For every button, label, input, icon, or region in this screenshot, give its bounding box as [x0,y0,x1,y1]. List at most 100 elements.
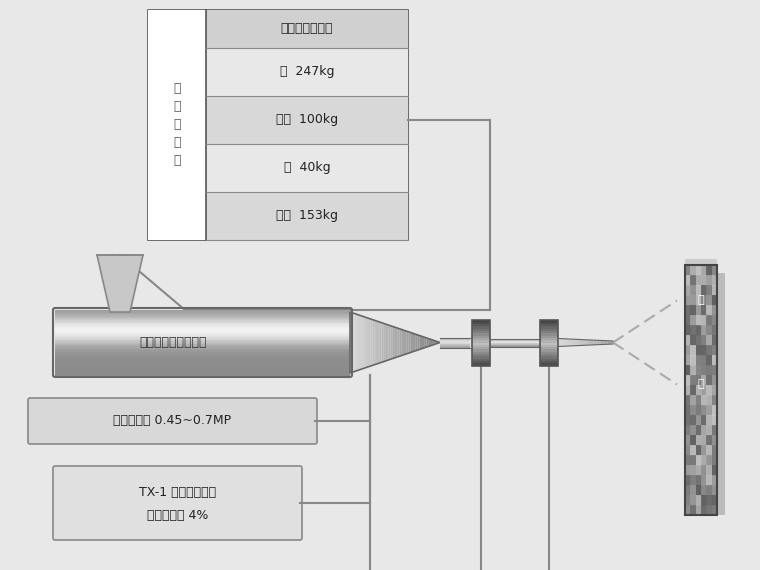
Polygon shape [382,323,384,363]
Bar [685,275,691,286]
Bar [711,495,717,506]
Bar [440,344,470,345]
Bar [685,495,691,506]
Polygon shape [402,329,404,356]
Polygon shape [386,324,388,361]
Text: 水泥  100kg: 水泥 100kg [276,113,338,127]
Bar [540,359,558,361]
Bar [706,455,712,466]
Polygon shape [610,341,613,344]
Bar [685,455,691,466]
Bar [148,10,408,240]
Bar [695,335,701,345]
Polygon shape [368,318,370,367]
Bar [695,455,701,466]
Bar [55,365,350,367]
Bar [706,425,712,435]
Polygon shape [578,339,580,345]
Bar [472,361,490,364]
Polygon shape [359,315,361,370]
Bar [472,320,490,322]
Polygon shape [583,340,585,345]
Bar [685,445,691,455]
Bar [695,495,701,506]
Bar [55,372,350,374]
Bar [711,485,717,495]
Bar [55,328,350,330]
Bar [540,352,558,355]
Bar [711,505,717,515]
Polygon shape [420,336,422,349]
Bar [685,425,691,435]
Polygon shape [363,316,366,368]
Bar [701,265,707,275]
Bar [701,465,707,475]
Polygon shape [388,325,391,360]
Bar [695,445,701,455]
Polygon shape [594,340,597,345]
Polygon shape [397,328,400,357]
Polygon shape [97,255,143,312]
Bar [55,371,350,373]
Bar [148,10,206,240]
Bar [690,485,696,495]
Bar [55,310,350,312]
Polygon shape [585,340,588,345]
Bar [701,475,707,486]
Bar [540,340,558,343]
Bar [55,344,350,345]
Bar [540,324,558,327]
Bar [540,338,558,341]
Bar [701,335,707,345]
Bar [472,333,490,336]
Bar [711,265,717,275]
Bar [711,315,717,325]
Text: 混
凝
土
拌
合: 混 凝 土 拌 合 [173,83,181,168]
Bar [55,363,350,365]
Bar [55,335,350,336]
Bar [685,385,691,396]
Bar [695,345,701,356]
Polygon shape [588,340,591,345]
Bar [55,314,350,316]
Bar [706,495,712,506]
Bar [706,335,712,345]
Bar [711,455,717,466]
Bar [695,375,701,385]
Bar [55,349,350,351]
Bar [440,340,470,341]
Bar [55,323,350,325]
Bar [55,327,350,329]
Text: 湿喷式混凝土喷射机: 湿喷式混凝土喷射机 [139,336,207,349]
Bar [711,375,717,385]
Polygon shape [569,339,572,346]
Bar [540,356,558,359]
Bar [706,385,712,396]
Bar [685,285,691,295]
Bar [472,347,490,350]
Bar [706,505,712,515]
Bar [440,343,470,344]
Bar [706,345,712,356]
Bar [706,275,712,286]
Bar [695,315,701,325]
Bar [690,435,696,446]
Bar [55,361,350,363]
Text: 可参考的配合比: 可参考的配合比 [280,22,333,35]
Bar [690,265,696,275]
Polygon shape [558,339,561,347]
Bar [55,351,350,352]
Bar [711,445,717,455]
Bar [440,346,470,347]
Bar [55,339,350,340]
Bar [695,325,701,336]
Bar [55,347,350,348]
Bar [685,335,691,345]
Bar [540,320,558,322]
Bar [695,385,701,396]
Bar [540,343,558,345]
Polygon shape [597,340,599,345]
Bar [540,320,558,365]
Polygon shape [431,340,433,345]
Bar [685,265,717,515]
